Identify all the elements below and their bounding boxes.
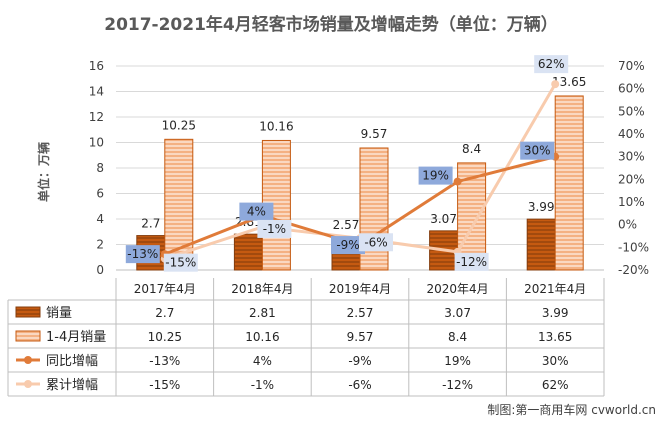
bar-sales [526, 218, 556, 271]
left-axis-ticks: 0 2 4 6 8 10 12 14 16 [89, 59, 104, 277]
cumulative-label-box [359, 233, 393, 252]
left-tick-label: 12 [89, 110, 104, 124]
table-cell: 10.16 [245, 330, 279, 344]
right-tick-label: -20% [618, 263, 649, 277]
table-cell: 2.57 [347, 306, 374, 320]
bar-label-cumulative: 8.4 [462, 142, 481, 156]
left-tick-label: 10 [89, 136, 104, 150]
cumulative-label-box [163, 253, 198, 272]
table-cell: 62% [542, 378, 569, 392]
table-cell: -13% [149, 354, 180, 368]
legend-key-yoy-marker [24, 356, 32, 364]
bar-label-sales: 2.7 [141, 217, 160, 231]
table-cell: -6% [348, 378, 371, 392]
cumulative-label-box [257, 219, 292, 238]
line-cumulative-growth-point [551, 80, 560, 89]
bar-label-sales: 3.07 [430, 212, 457, 226]
series-name: 销量 [46, 306, 72, 321]
bar-label-sales: 3.99 [528, 200, 555, 214]
left-tick-label: 14 [89, 85, 104, 99]
cumulative-label: -1% [263, 222, 286, 236]
table-cell: -12% [442, 378, 473, 392]
category-label: 2020年4月 [427, 282, 489, 296]
cumulative-label-box [454, 252, 489, 271]
yoy-label-box [418, 166, 453, 185]
right-tick-label: 70% [618, 59, 645, 73]
bar-label-cumulative: 10.25 [162, 118, 196, 132]
cumulative-label: 62% [538, 57, 565, 71]
table-cell: 2.7 [155, 306, 174, 320]
table-cell: 3.99 [542, 306, 569, 320]
yoy-label: 19% [422, 169, 449, 183]
source-credit: 制图:第一商用车网 cvworld.cn [487, 402, 656, 417]
yoy-label: -13% [127, 247, 158, 261]
yoy-label-box [239, 202, 274, 221]
right-tick-label: 50% [618, 104, 645, 118]
legend-key-sales [15, 306, 41, 318]
right-tick-label: 20% [618, 172, 645, 186]
right-tick-label: -10% [618, 240, 649, 254]
table-cell: 13.65 [538, 330, 572, 344]
table-cell: 8.4 [448, 330, 467, 344]
right-tick-label: 0% [618, 218, 637, 232]
yoy-label-box [331, 236, 365, 255]
left-tick-label: 0 [96, 263, 104, 277]
cumulative-label: -6% [364, 235, 387, 249]
cumulative-label: -15% [165, 256, 196, 270]
right-tick-label: 10% [618, 195, 645, 209]
table-cell: 3.07 [444, 306, 471, 320]
right-tick-label: 40% [618, 127, 645, 141]
table-cell: 2.81 [249, 306, 276, 320]
series-name: 同比增幅 [46, 354, 98, 369]
yoy-label: 4% [247, 205, 266, 219]
line-data-labels: -13% 4% -9% 19% 30% -15% -1% -6% -12% 62% [125, 55, 569, 272]
category-label: 2019年4月 [329, 282, 391, 296]
series-name: 1-4月销量 [46, 330, 106, 345]
table-cell: -9% [348, 354, 371, 368]
series-name: 累计增幅 [46, 378, 98, 393]
cumulative-label: -12% [456, 255, 487, 269]
bar-label-sales: 2.57 [333, 218, 360, 232]
category-label: 2018年4月 [231, 282, 293, 296]
yoy-label-box [125, 245, 160, 264]
left-tick-label: 6 [96, 187, 104, 201]
yoy-label: 30% [524, 144, 551, 158]
bar-label-cumulative: 13.65 [552, 75, 586, 89]
cumulative-label-box [534, 55, 569, 74]
left-tick-label: 16 [89, 59, 104, 73]
table-cell: 9.57 [347, 330, 374, 344]
right-axis-ticks: -20% -10% 0% 10% 20% 30% 40% 50% 60% 70% [618, 59, 649, 277]
table-cell: 30% [542, 354, 569, 368]
right-tick-label: 30% [618, 150, 645, 164]
line-yoy-growth-point [453, 177, 462, 186]
table-cell: 4% [253, 354, 272, 368]
right-tick-label: 60% [618, 82, 645, 96]
chart-title: 2017-2021年4月轻客市场销量及增幅走势（单位：万辆） [104, 14, 558, 35]
left-tick-label: 4 [96, 212, 104, 226]
category-label: 2017年4月 [134, 282, 196, 296]
bar-series [136, 95, 584, 271]
left-tick-label: 2 [96, 238, 104, 252]
category-label: 2021年4月 [524, 282, 586, 296]
y-axis-label: 单位：万辆 [36, 142, 51, 202]
bar-sales [233, 233, 263, 271]
table-cell: -15% [149, 378, 180, 392]
yoy-label-box [520, 141, 555, 160]
left-tick-label: 8 [96, 161, 104, 175]
bar-cumulative-sales [554, 95, 584, 271]
table-cell: 10.25 [148, 330, 182, 344]
bar-label-cumulative: 9.57 [361, 127, 388, 141]
legend-key-cumulative-growth-marker [24, 380, 32, 388]
yoy-label: -9% [336, 238, 359, 252]
bar-label-cumulative: 10.16 [259, 119, 293, 133]
legend-key-cumulative-sales [15, 330, 41, 342]
table-cell: 19% [444, 354, 471, 368]
table-cell: -1% [251, 378, 274, 392]
